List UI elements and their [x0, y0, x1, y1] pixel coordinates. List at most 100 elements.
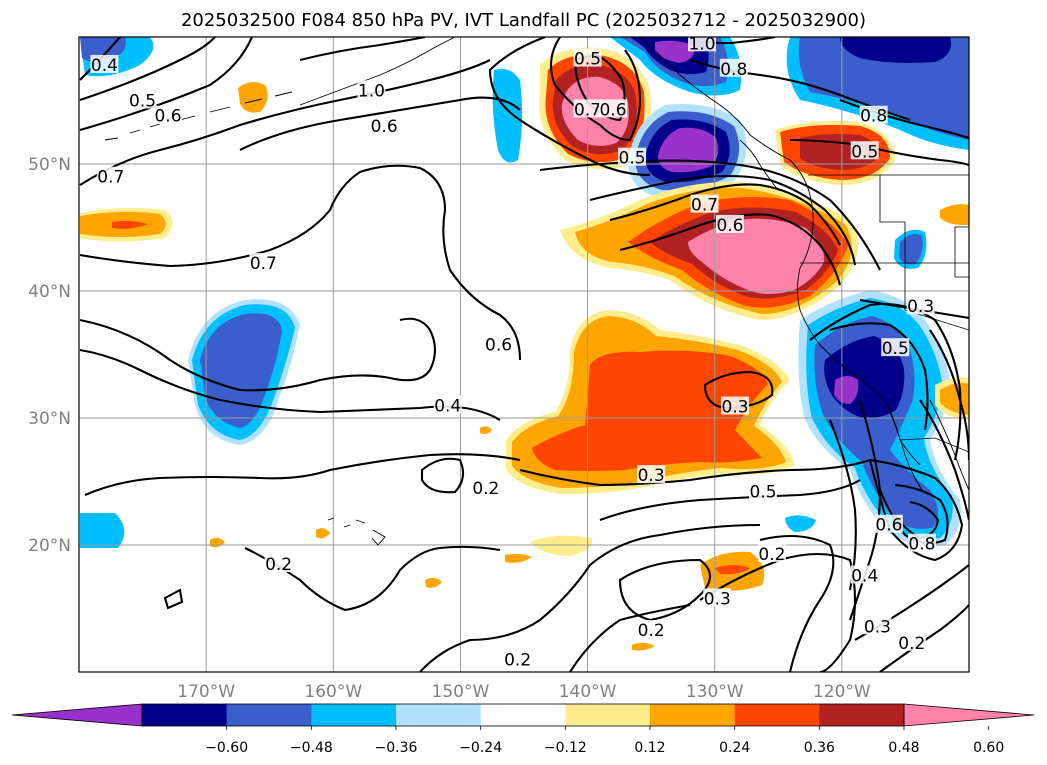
lon-tick-label: 120°W	[813, 682, 871, 702]
contour-label: 0.5	[129, 92, 156, 112]
border-nevada	[904, 268, 969, 331]
contour-0.6-nw	[79, 37, 253, 132]
contour-label: 0.2	[898, 634, 925, 654]
contour-label-bg	[897, 632, 926, 651]
pv-positive-small-8	[632, 642, 655, 651]
contour-0.4-coast	[539, 159, 881, 271]
contour-label-bg	[484, 334, 513, 353]
contour-label-bg	[749, 481, 778, 500]
political-borders	[800, 174, 969, 453]
contour-label-bg	[637, 620, 666, 639]
contour-label: 0.2	[265, 555, 292, 575]
contour-0.2-se	[569, 603, 691, 672]
pv-positive-small-7	[480, 426, 492, 434]
contour-0.5-coast	[589, 174, 857, 266]
colorbar-tick-label: 0.48	[888, 740, 919, 756]
contour-label-bg	[154, 105, 182, 124]
map-frame	[78, 36, 970, 673]
contour-0.4-se	[809, 302, 962, 461]
contour-label: 1.0	[688, 34, 715, 54]
colorbar-segment	[565, 704, 651, 726]
contour-0.2-east-loop	[420, 457, 465, 494]
contour-0.2-west-loop	[163, 588, 184, 610]
contour-label: 0.5	[750, 483, 777, 503]
contour-0.5-se	[829, 322, 929, 431]
chart-title: 2025032500 F084 850 hPa PV, IVT Landfall…	[180, 10, 867, 31]
contour-label-bg	[573, 48, 602, 67]
contour-label: 1.0	[358, 81, 385, 101]
contour-label-bg	[906, 296, 935, 315]
contour-label-bg	[688, 37, 716, 52]
contour-label: 0.3	[638, 466, 665, 486]
contour-0.3-loop	[703, 370, 774, 410]
contour-label: 0.6	[875, 516, 902, 536]
contour-label: 0.3	[704, 589, 731, 609]
lat-tick-label: 50°N	[28, 155, 71, 175]
contour-label: 0.2	[638, 621, 665, 641]
border-idaho	[879, 175, 906, 268]
contour-0.3-mid	[519, 459, 871, 487]
contour-label: 0.8	[860, 107, 887, 127]
pv-negative-sw-20n	[80, 513, 125, 548]
lon-tick-label: 160°W	[304, 682, 362, 702]
coastline-baja	[884, 399, 923, 491]
lon-tick-label: 130°W	[686, 682, 744, 702]
coastline-islands	[739, 139, 779, 191]
colorbar: −0.60 −0.48 −0.36 −0.24 −0.12 0.12 0.24 0.36 0.4…	[11, 703, 1035, 756]
contour-label-bg	[874, 514, 903, 533]
coastline-mexico	[929, 399, 969, 491]
coastline-bc-coast	[639, 37, 814, 269]
contour-0.2-west	[84, 453, 521, 496]
contour-label-bg	[863, 616, 892, 635]
contour-label-bg	[433, 395, 462, 414]
contour-label: 0.6	[599, 100, 626, 120]
contour-label-bg	[690, 194, 719, 213]
contour-label: 0.5	[574, 50, 601, 70]
contour-0.2-south	[244, 545, 501, 612]
colorbar-segment	[311, 704, 397, 726]
contour-0.5-ne	[789, 138, 969, 166]
lon-tick-label: 170°W	[177, 682, 235, 702]
border-box	[954, 226, 969, 278]
longitude-tick-labels: 170°W 160°W 150°W 140°W 130°W 120°W	[177, 682, 871, 702]
contour-label: 0.5	[619, 149, 646, 169]
pv-positive-small-3	[505, 553, 532, 563]
colorbar-segment	[819, 704, 905, 726]
coastline-aleutians	[104, 91, 293, 141]
lat-tick-label: 20°N	[28, 536, 71, 556]
colorbar-segment	[396, 704, 482, 726]
contour-label-bg	[128, 90, 157, 109]
contour-label-bg	[850, 565, 879, 584]
contour-label-bg	[264, 554, 293, 573]
contour-label-bg	[471, 477, 500, 496]
contour-0.7-nw	[79, 59, 491, 186]
contour-label: 0.3	[907, 297, 934, 317]
lon-tick-label: 140°W	[559, 682, 617, 702]
contour-0.5-n	[488, 37, 651, 177]
contour-label-bg	[637, 465, 666, 484]
colorbar-tick-label: −0.36	[375, 740, 418, 756]
pv-negative-se-33n-core	[834, 376, 859, 404]
pv-negative-small-9	[785, 515, 816, 532]
coastline-hawaii	[327, 517, 386, 546]
map-gridlines	[79, 37, 969, 672]
contour-label: 0.6	[485, 335, 512, 355]
contour-label: 0.8	[720, 60, 747, 80]
contour-label-bg	[599, 99, 627, 118]
contour-label-bg	[907, 533, 936, 552]
colorbar-extend-low	[11, 703, 143, 727]
contour-label: 0.2	[504, 650, 531, 670]
contour-se-ring-3	[894, 500, 940, 540]
colorbar-tick-label: 0.36	[804, 740, 835, 756]
contour-label: 0.3	[864, 617, 891, 637]
pv-positive-central-30n-core	[532, 350, 768, 471]
contour-east-edge-2	[919, 399, 969, 521]
contour-0.6-coast	[619, 213, 842, 286]
contour-label: 0.6	[371, 117, 398, 137]
contour-label-bg	[96, 166, 125, 185]
coastlines	[104, 37, 969, 546]
pv-positive-small-1b	[715, 565, 750, 575]
contour-east-edge-1	[929, 329, 969, 461]
contour-0.4-west	[79, 348, 501, 421]
